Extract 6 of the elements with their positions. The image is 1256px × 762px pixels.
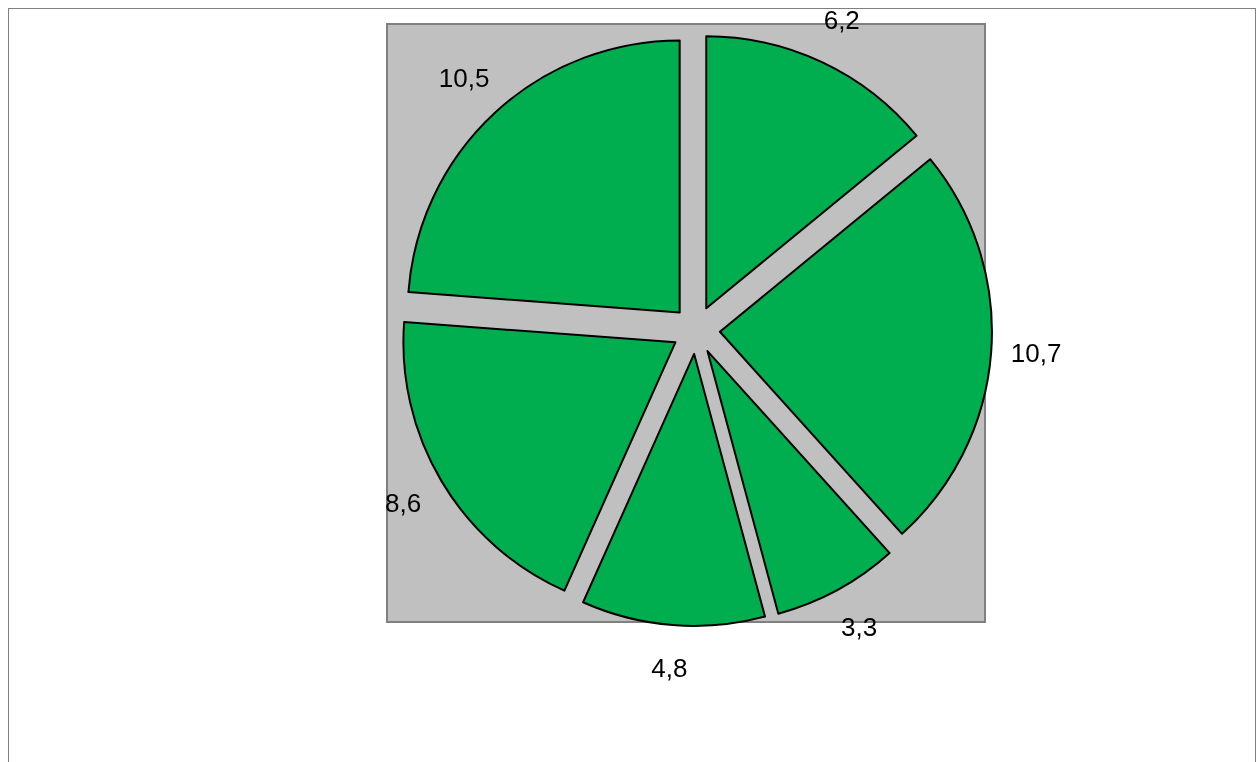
data-label: 3,3 [841,612,878,643]
data-label: 4,8 [651,652,688,683]
data-label: 10,5 [438,62,490,93]
data-label: 8,6 [385,487,422,518]
data-label: 10,7 [1010,338,1062,369]
data-label: 6,2 [823,4,860,35]
